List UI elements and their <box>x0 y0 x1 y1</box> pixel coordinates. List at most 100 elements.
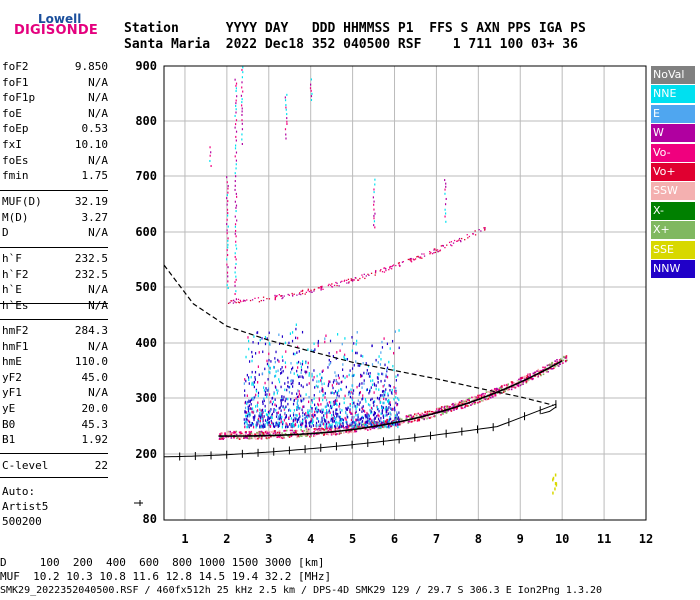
header-line-2: Santa Maria 2022 Dec18 352 040500 RSF 1 … <box>124 37 578 52</box>
param-hf2: h`F2 232.5 <box>2 267 108 283</box>
echo-traces <box>209 66 568 495</box>
param-key: foE <box>2 106 22 120</box>
x-tick-label: 6 <box>391 532 398 546</box>
param-key: h`E <box>2 283 22 297</box>
electron-density-profile <box>164 403 557 458</box>
param-key: foF1 <box>2 75 29 89</box>
legend-item-x: X+ <box>651 221 695 240</box>
param-key: MUF(D) <box>2 195 42 208</box>
x-tick-label: 3 <box>265 532 272 546</box>
x-tick-label: 1 <box>181 532 188 546</box>
param-value: N/A <box>88 226 108 240</box>
param-he: h`E N/A <box>2 282 108 298</box>
param-key: foEs <box>2 153 29 167</box>
param-key: h`Es <box>2 298 29 312</box>
param-yf2: yF2 45.0 <box>2 370 108 386</box>
param-clevel: C-level 22 <box>2 458 108 474</box>
separator <box>0 190 108 191</box>
y-tick-label: 800 <box>135 114 157 128</box>
y-tick-label: 200 <box>135 447 157 461</box>
param-value: N/A <box>88 153 108 167</box>
param-value: 0.53 <box>81 122 109 136</box>
param-key: foF1p <box>2 91 36 105</box>
x-tick-label: 9 <box>517 532 524 546</box>
x-tick-label: 7 <box>433 532 440 546</box>
auto-line: Artist5 <box>2 500 49 513</box>
param-key: D <box>2 226 9 240</box>
plot-frame <box>163 65 647 521</box>
separator <box>0 319 108 320</box>
auto-line: Auto: <box>2 485 36 498</box>
param-key: hmF1 <box>2 339 29 353</box>
param-key: h`F <box>2 252 22 265</box>
y-tick-label: 300 <box>135 391 157 405</box>
param-key: yF1 <box>2 386 22 400</box>
y-tick-label: 600 <box>135 225 157 239</box>
param-value: 1.92 <box>81 433 109 447</box>
param-key: fxI <box>2 138 22 151</box>
param-value: 3.27 <box>81 210 109 224</box>
separator <box>0 453 108 454</box>
legend-item-vo: Vo- <box>651 143 695 162</box>
param-foes: foEs N/A <box>2 153 108 169</box>
y-tick-label: 700 <box>135 169 157 183</box>
separator <box>0 477 108 478</box>
param-hes: h`Es N/A <box>2 298 108 314</box>
param-value: 45.3 <box>81 417 109 431</box>
distance-row: D 100 200 400 600 800 1000 1500 3000 [km… <box>0 556 325 569</box>
param-hmf1: hmF1 N/A <box>2 339 108 355</box>
auto-line: 500200 <box>2 515 42 528</box>
param-key: yF2 <box>2 370 22 384</box>
legend-item-vo: Vo+ <box>651 163 695 181</box>
param-value: N/A <box>88 298 108 312</box>
x-tick-label: 5 <box>349 532 356 546</box>
param-yf1: yF1 N/A <box>2 385 108 401</box>
logo-digisonde-text: DIGISONDE <box>14 23 98 38</box>
param-key: B1 <box>2 433 16 447</box>
virtual-height-trace <box>218 360 563 437</box>
separator <box>0 247 108 248</box>
param-foep: foEp 0.53 <box>2 121 108 137</box>
param-value: 232.5 <box>74 252 108 265</box>
param-value: 110.0 <box>74 355 108 369</box>
muf-row: MUF 10.2 10.3 10.8 11.6 12.8 14.5 19.4 3… <box>0 570 332 583</box>
param-foe: foE N/A <box>2 106 108 122</box>
param-d: D N/A <box>2 225 108 241</box>
param-hmf2: hmF2 284.3 <box>2 323 108 339</box>
param-value: N/A <box>88 75 108 89</box>
param-value: 20.0 <box>81 402 109 415</box>
header-line-1: Station YYYY DAY DDD HHMMSS P1 FFS S AXN… <box>124 21 586 36</box>
param-value: N/A <box>88 339 108 353</box>
param-value: 232.5 <box>74 267 108 281</box>
y-tick-label: 900 <box>135 59 157 73</box>
param-value: 1.75 <box>81 169 109 183</box>
param-key: foEp <box>2 122 29 136</box>
y-tick-label: 500 <box>135 280 157 294</box>
x-tick-label: 12 <box>639 532 653 546</box>
param-fmin: fmin 1.75 <box>2 168 108 184</box>
legend-item-ssw: SSW <box>651 182 695 201</box>
legend-item-noval: NoVal <box>651 66 695 84</box>
param-key: h`F2 <box>2 267 29 281</box>
param-value: N/A <box>88 91 108 105</box>
param-value: 284.3 <box>74 324 108 337</box>
legend-item-nnw: NNW <box>651 260 695 278</box>
param-value: 22 <box>94 459 108 472</box>
param-md: M(D) 3.27 <box>2 210 108 226</box>
param-value: 32.19 <box>74 195 108 208</box>
param-value: N/A <box>88 283 108 297</box>
x-tick-label: 4 <box>307 532 314 546</box>
param-key: foF2 <box>2 60 29 73</box>
x-tick-label: 2 <box>223 532 230 546</box>
x-tick-label: 8 <box>475 532 482 546</box>
param-fof1: foF1 N/A <box>2 75 108 91</box>
param-value: N/A <box>88 106 108 120</box>
param-key: fmin <box>2 169 29 183</box>
param-fof2: foF2 9.850 <box>2 59 108 75</box>
param-key: M(D) <box>2 210 29 224</box>
legend-item-w: W <box>651 124 695 143</box>
legend-item-e: E <box>651 104 695 123</box>
param-key: hmF2 <box>2 324 29 337</box>
param-hf: h`F 232.5 <box>2 251 108 267</box>
